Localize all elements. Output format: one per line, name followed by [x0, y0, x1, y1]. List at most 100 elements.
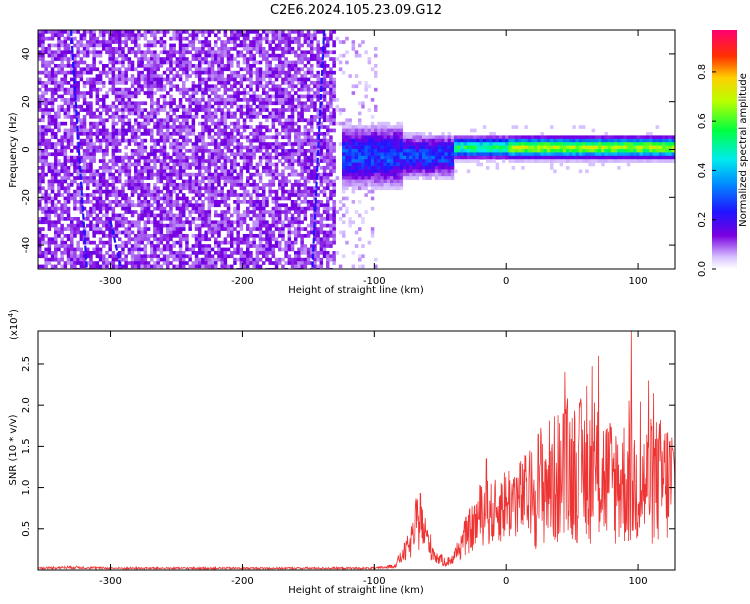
heatmap-cell — [230, 264, 234, 269]
heatmap-cell — [185, 162, 189, 167]
heatmap-cell — [82, 172, 87, 177]
heatmap-cell — [105, 251, 109, 255]
heatmap-cell — [306, 132, 311, 136]
heatmap-cell — [274, 94, 279, 99]
heatmap-cell — [249, 251, 253, 255]
heatmap-cell — [60, 176, 64, 180]
heatmap-cell — [262, 213, 266, 218]
heatmap-cell — [134, 179, 138, 184]
heatmap-cell — [316, 121, 320, 126]
heatmap-cell — [82, 98, 87, 102]
heatmap-cell — [322, 234, 327, 238]
heatmap-cell — [242, 111, 247, 116]
heatmap-cell — [316, 264, 320, 269]
heatmap-cell — [214, 43, 218, 48]
heatmap-cell — [319, 240, 324, 245]
heatmap-cell — [60, 162, 64, 167]
heatmap-cell — [255, 244, 260, 248]
heatmap-cell — [185, 159, 189, 163]
heatmap-cell — [236, 234, 240, 238]
heatmap-cell — [92, 115, 96, 119]
heatmap-cell — [105, 40, 109, 44]
heatmap-cell — [82, 33, 87, 38]
heatmap-cell — [146, 159, 151, 163]
heatmap-cell — [214, 162, 218, 167]
heatmap-cell — [50, 179, 55, 184]
heatmap-cell — [89, 121, 93, 126]
heatmap-cell — [127, 67, 132, 72]
heatmap-cell — [201, 43, 205, 48]
heatmap-cell — [274, 166, 279, 170]
heatmap-cell — [98, 104, 103, 109]
heatmap-cell — [326, 138, 330, 143]
heatmap-cell — [226, 50, 231, 55]
heatmap-cell — [348, 166, 352, 170]
heatmap-cell — [66, 257, 71, 262]
heatmap-cell — [319, 251, 324, 255]
heatmap-cell — [294, 36, 298, 41]
heatmap-cell — [47, 36, 52, 41]
heatmap-cell — [316, 203, 320, 208]
heatmap-cell — [239, 43, 244, 48]
heatmap-cell — [217, 135, 221, 140]
heatmap-cell — [44, 200, 48, 204]
heatmap-cell — [322, 47, 327, 51]
heatmap-cell — [294, 40, 298, 44]
heatmap-cell — [354, 179, 359, 184]
heatmap-cell — [217, 145, 221, 150]
heatmap-cell — [182, 67, 186, 72]
heatmap-cell — [175, 159, 180, 163]
heatmap-cell — [156, 196, 160, 201]
heatmap-cell — [153, 230, 157, 235]
heatmap-cell — [326, 223, 330, 228]
heatmap-cell — [153, 166, 157, 170]
heatmap-cell — [220, 57, 224, 61]
heatmap-cell — [146, 213, 151, 218]
heatmap-cell — [162, 261, 167, 265]
heatmap-cell — [204, 121, 208, 126]
heatmap-cell — [351, 43, 356, 48]
heatmap-cell — [220, 169, 224, 174]
heatmap-cell — [150, 94, 154, 99]
heatmap-cell — [178, 142, 183, 146]
heatmap-cell — [134, 135, 138, 140]
heatmap-cell — [73, 206, 77, 211]
heatmap-cell — [262, 210, 266, 214]
heatmap-cell — [95, 223, 100, 228]
heatmap-cell — [41, 94, 45, 99]
heatmap-cell — [201, 172, 205, 177]
heatmap-cell — [239, 223, 244, 228]
heatmap-cell — [246, 240, 250, 245]
heatmap-cell — [358, 132, 362, 136]
heatmap-cell — [300, 176, 304, 180]
heatmap-cell — [332, 108, 336, 112]
heatmap-cell — [98, 81, 103, 85]
heatmap-cell — [150, 108, 154, 112]
heatmap-cell — [38, 94, 42, 99]
heatmap-cell — [92, 53, 96, 58]
heatmap-cell — [214, 193, 218, 197]
heatmap-cell — [121, 244, 125, 248]
heatmap-cell — [338, 142, 343, 146]
heatmap-cell — [140, 179, 144, 184]
heatmap-cell — [194, 101, 199, 106]
heatmap-cell — [79, 67, 84, 72]
heatmap-cell — [89, 172, 93, 177]
heatmap-cell — [169, 183, 173, 187]
heatmap-cell — [118, 257, 122, 262]
heatmap-cell — [297, 257, 301, 262]
heatmap-cell — [153, 223, 157, 228]
heatmap-cell — [185, 70, 189, 75]
heatmap-cell — [220, 186, 224, 191]
heatmap-cell — [63, 57, 68, 61]
heatmap-cell — [127, 172, 132, 177]
heatmap-cell — [108, 132, 112, 136]
heatmap-cell — [111, 33, 116, 38]
heatmap-cell — [313, 244, 317, 248]
heatmap-cell — [185, 179, 189, 184]
heatmap-cell — [230, 193, 234, 197]
heatmap-cell — [108, 138, 112, 143]
heatmap-cell — [118, 115, 122, 119]
heatmap-cell — [274, 149, 279, 153]
heatmap-cell — [44, 91, 48, 95]
